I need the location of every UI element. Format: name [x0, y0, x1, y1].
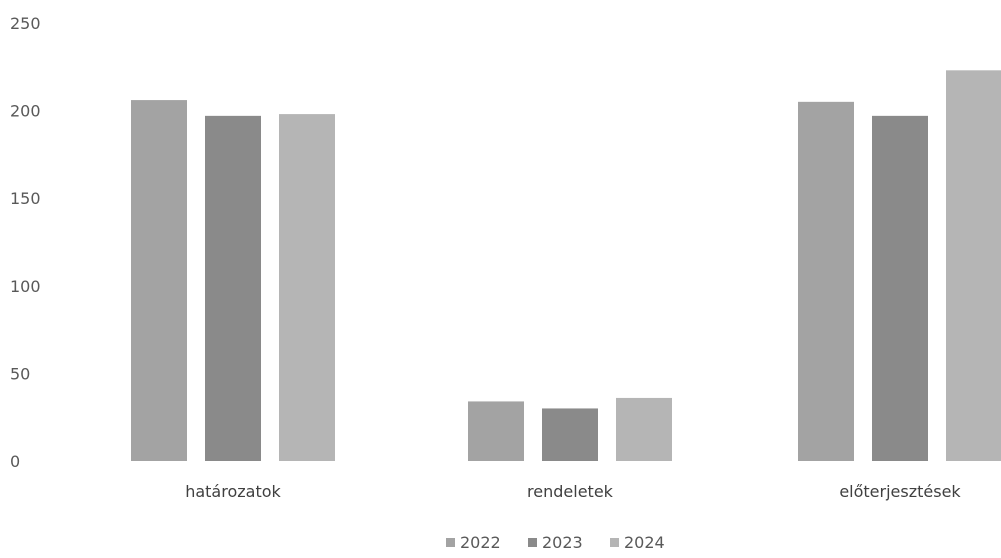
y-tick-label: 250	[10, 14, 41, 33]
bar-2022-1	[468, 401, 524, 461]
x-tick-label: rendeletek	[527, 482, 614, 501]
bar-2023-1	[542, 408, 598, 461]
bar-2023-0	[205, 115, 261, 461]
x-tick-label: határozatok	[185, 482, 281, 501]
legend-label-2022: 2022	[460, 533, 501, 552]
x-tick-label: előterjesztések	[839, 482, 961, 501]
bar-2022-0	[131, 100, 187, 461]
x-axis: határozatok rendeletek előterjesztések	[185, 482, 961, 501]
y-tick-label: 150	[10, 189, 41, 208]
legend-label-2024: 2024	[624, 533, 665, 552]
y-axis: 0 50 100 150 200 250	[10, 14, 41, 471]
y-tick-label: 50	[10, 364, 30, 383]
plot-area	[131, 70, 1001, 461]
y-tick-label: 0	[10, 452, 20, 471]
y-tick-label: 200	[10, 102, 41, 121]
bar-2022-2	[798, 101, 854, 461]
legend-swatch-2024	[610, 538, 619, 547]
bar-2024-1	[616, 397, 672, 461]
legend-swatch-2023	[528, 538, 537, 547]
bar-2024-0	[279, 114, 335, 461]
legend-label-2023: 2023	[542, 533, 583, 552]
bar-2023-2	[872, 115, 928, 461]
legend-swatch-2022	[446, 538, 455, 547]
bar-2024-2	[946, 70, 1001, 461]
legend: 2022 2023 2024	[446, 533, 665, 552]
y-tick-label: 100	[10, 277, 41, 296]
